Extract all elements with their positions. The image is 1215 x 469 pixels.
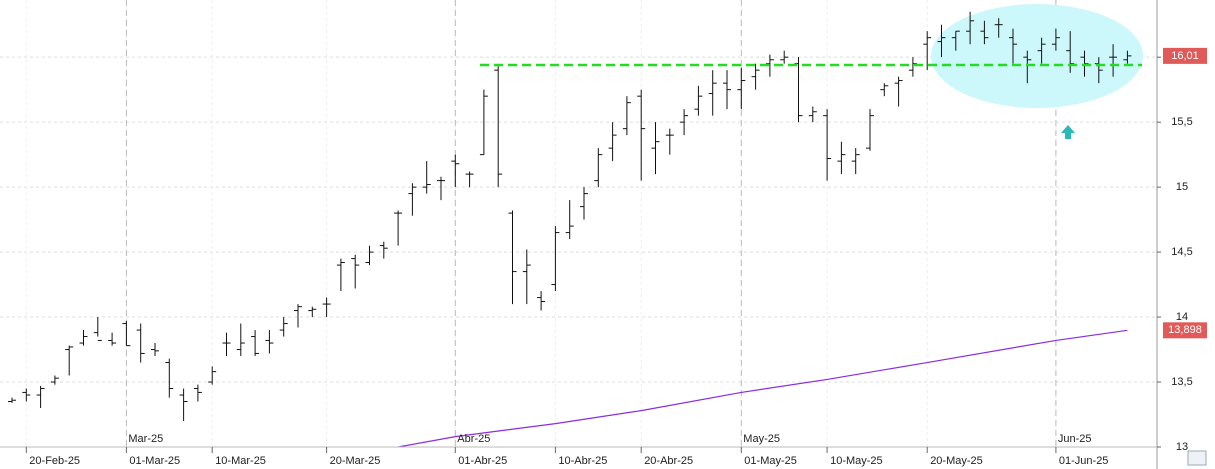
price-tag bbox=[1163, 47, 1207, 64]
arrow-up bbox=[1061, 125, 1075, 139]
price-tag-label: 13,898 bbox=[1168, 324, 1202, 336]
x-tick-label: 10-May-25 bbox=[830, 455, 883, 467]
x-tick-label: 01-Abr-25 bbox=[458, 455, 507, 467]
x-tick-label: 01-Mar-25 bbox=[129, 455, 180, 467]
y-tick-label: 13,5 bbox=[1171, 376, 1192, 388]
price-tag bbox=[1163, 322, 1207, 339]
y-tick-label: 14,5 bbox=[1171, 246, 1192, 258]
x-tick-label: 01-May-25 bbox=[744, 455, 797, 467]
x-tick-label: 20-May-25 bbox=[930, 455, 983, 467]
x-tick-label: 20-Abr-25 bbox=[644, 455, 693, 467]
x-tick-label: 01-Jun-25 bbox=[1059, 455, 1109, 467]
month-label: Mar-25 bbox=[128, 433, 163, 445]
x-tick-label: 10-Mar-25 bbox=[215, 455, 266, 467]
y-tick-label: 15,5 bbox=[1171, 116, 1192, 128]
month-label: Jun-25 bbox=[1058, 433, 1092, 445]
x-tick-label: 20-Feb-25 bbox=[29, 455, 80, 467]
highlight-ellipse bbox=[931, 4, 1143, 108]
y-tick-label: 14 bbox=[1176, 311, 1188, 323]
plot bbox=[8, 11, 1142, 447]
y-tick-label: 15 bbox=[1176, 181, 1188, 193]
x-tick-label: 20-Mar-25 bbox=[330, 455, 381, 467]
month-label: Abr-25 bbox=[457, 433, 490, 445]
moving-average bbox=[394, 329, 1128, 447]
scroll-button[interactable] bbox=[1187, 450, 1207, 466]
x-tick-label: 10-Abr-25 bbox=[558, 455, 607, 467]
month-label: May-25 bbox=[743, 433, 780, 445]
price-tag-label: 16,01 bbox=[1171, 50, 1199, 62]
y-tick-label: 13 bbox=[1176, 441, 1188, 453]
axes: 1313,51414,51515,51620-Feb-2501-Mar-2510… bbox=[25, 47, 1207, 467]
